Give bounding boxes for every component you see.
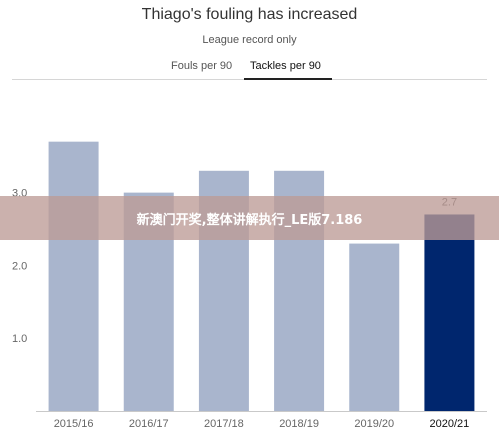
metric-tabs: Fouls per 90 Tackles per 90 [0, 58, 499, 82]
x-tick-label: 2019/20 [354, 418, 394, 430]
y-tick-label: 2.0 [12, 260, 27, 272]
tab-fouls-per-90[interactable]: Fouls per 90 [171, 60, 233, 72]
x-tick-label: 2015/16 [54, 418, 94, 430]
chart-title: Thiago's fouling has increased [141, 6, 358, 23]
overlay-banner [0, 196, 499, 240]
y-tick-label: 1.0 [12, 333, 27, 345]
active-tab-indicator [244, 78, 332, 80]
tab-tackles-per-90[interactable]: Tackles per 90 [250, 60, 321, 72]
chart-subtitle: League record only [202, 34, 297, 46]
bar-2020-21 [424, 214, 475, 411]
x-tick-label: 2020/21 [430, 418, 470, 430]
x-tick-label: 2016/17 [129, 418, 169, 430]
x-tick-label: 2017/18 [204, 418, 244, 430]
overlay-banner-text: 新澳门开奖,整体讲解执行_LE版7.186 [136, 213, 363, 228]
x-tick-label: 2018/19 [279, 418, 319, 430]
bar-2015-16 [48, 141, 99, 411]
bar-2019-20 [349, 243, 400, 411]
